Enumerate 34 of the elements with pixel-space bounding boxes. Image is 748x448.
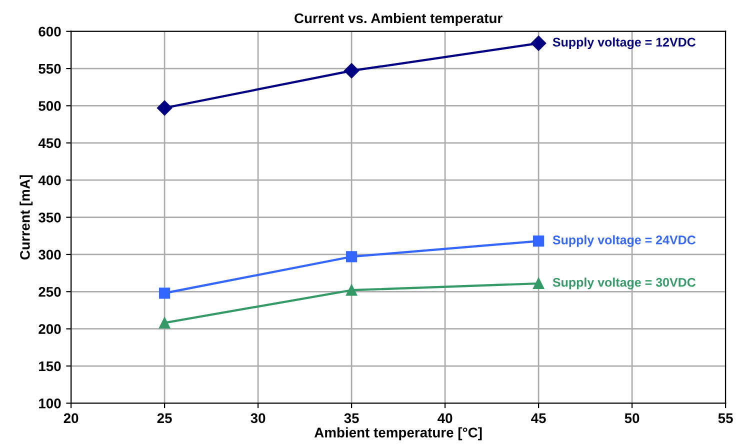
- y-axis-title: Current [mA]: [20, 175, 33, 260]
- x-axis-title: Ambient temperature [°C]: [314, 427, 482, 440]
- y-tick-label: 300: [38, 250, 61, 260]
- y-tick-label: 500: [38, 101, 61, 111]
- point: [533, 278, 544, 290]
- point: [346, 284, 358, 296]
- y-tick-label: 100: [39, 398, 61, 408]
- series-label: Supply voltage = 24VDC: [552, 235, 696, 247]
- point: [346, 251, 358, 262]
- point: [159, 288, 170, 299]
- point: [159, 317, 170, 328]
- point: [156, 100, 172, 116]
- y-tick-label: 400: [38, 175, 61, 186]
- series-label: Supply voltage = 30VDC: [552, 278, 696, 290]
- point: [344, 63, 360, 78]
- x-tick-label: 30: [250, 413, 266, 424]
- series-label: Supply voltage = 12VDC: [552, 37, 696, 50]
- y-tick-label: 150: [39, 361, 61, 372]
- chart-title: Current vs. Ambient temperatur: [294, 12, 502, 26]
- y-tick-label: 200: [38, 324, 61, 334]
- x-tick-label: 35: [344, 413, 359, 424]
- x-tick-label: 40: [438, 413, 452, 424]
- x-tick-label: 45: [531, 413, 546, 424]
- y-tick-label: 550: [38, 64, 61, 74]
- y-tick-label: 250: [38, 286, 61, 297]
- point: [533, 236, 544, 247]
- x-tick-label: 55: [718, 413, 733, 424]
- point: [530, 36, 546, 51]
- y-tick-label: 450: [38, 138, 61, 148]
- y-tick-label: 350: [38, 212, 61, 222]
- x-tick-label: 25: [157, 413, 172, 424]
- x-tick-label: 20: [64, 413, 78, 424]
- y-tick-label: 600: [38, 26, 61, 37]
- x-tick-label: 50: [624, 413, 640, 424]
